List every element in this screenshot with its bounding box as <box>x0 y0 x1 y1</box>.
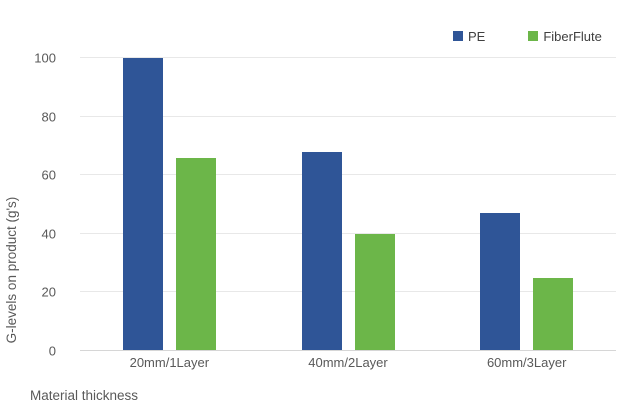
bar-FiberFlute-60mm/3Layer <box>533 277 574 351</box>
gridline <box>80 57 616 58</box>
legend-swatch-icon <box>528 31 539 41</box>
bar-group-40mm/2Layer <box>259 58 438 351</box>
bar-group-60mm/3Layer <box>437 58 616 351</box>
bar-FiberFlute-40mm/2Layer <box>354 233 395 351</box>
x-axis-category-labels: 20mm/1Layer 40mm/2Layer 60mm/3Layer <box>80 355 616 370</box>
y-tick-label: 40 <box>41 226 56 242</box>
legend-swatch-icon <box>453 31 463 41</box>
y-axis-tick-labels: 0 20 40 60 80 100 <box>0 51 68 359</box>
category-label: 40mm/2Layer <box>308 355 388 370</box>
x-axis-line <box>80 350 616 351</box>
y-tick-label: 0 <box>48 343 56 359</box>
legend-label: PE <box>468 28 486 44</box>
category-label: 20mm/1Layer <box>129 355 210 370</box>
gridline <box>80 291 616 293</box>
plot-area <box>80 57 616 351</box>
legend-item-FiberFlute: FiberFlute <box>528 29 602 44</box>
bar-PE-40mm/2Layer <box>301 151 342 351</box>
y-tick-label: 80 <box>41 109 56 125</box>
y-tick-label: 20 <box>41 284 56 300</box>
legend-label: FiberFlute <box>543 28 602 44</box>
bar-group-20mm/1Layer <box>80 58 259 351</box>
bars <box>80 58 616 351</box>
gridline <box>80 232 616 234</box>
x-axis-title: Material thickness <box>30 388 139 403</box>
bar-FiberFlute-20mm/1Layer <box>175 157 216 351</box>
legend-item-PE: PE <box>453 29 485 44</box>
gridline <box>80 115 616 117</box>
category-label: 60mm/3Layer <box>486 355 567 370</box>
legend: PE FiberFlute <box>453 28 602 44</box>
gridline <box>80 174 616 176</box>
bar-PE-20mm/1Layer <box>122 58 163 351</box>
y-tick-label: 100 <box>34 50 56 66</box>
bar-PE-60mm/3Layer <box>480 213 521 351</box>
y-tick-label: 60 <box>41 167 56 183</box>
